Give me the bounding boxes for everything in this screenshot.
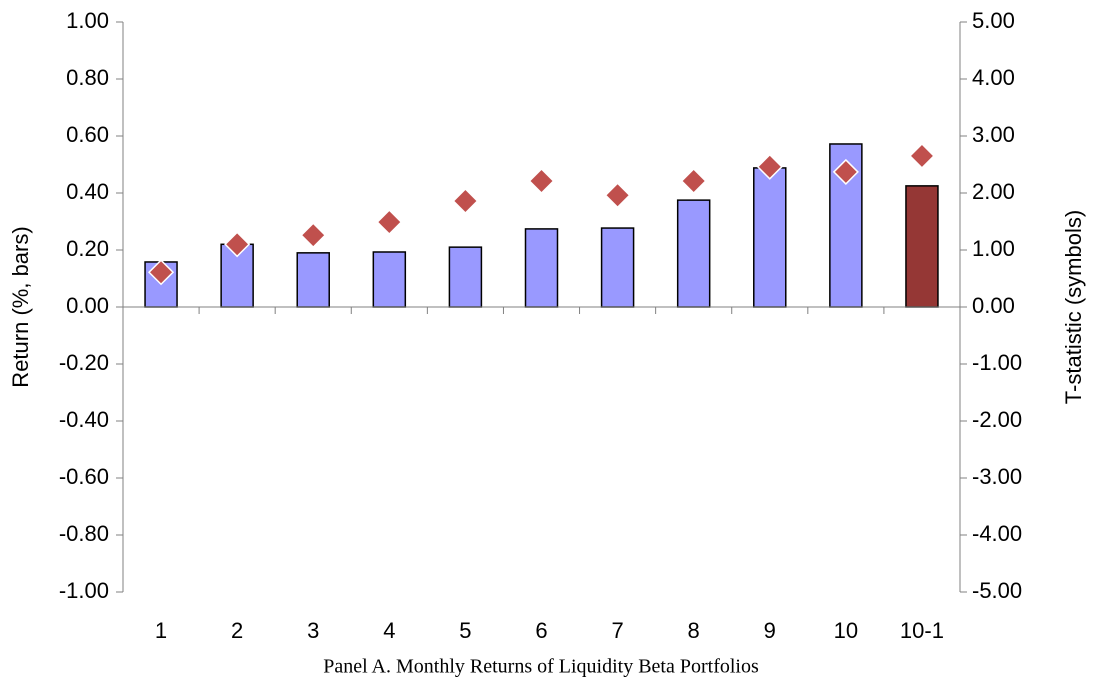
bar [905,185,939,308]
y2-tick-label: 3.00 [972,122,1015,147]
x-tick-label: 1 [155,618,167,643]
y2-axis-label: T-statistic (symbols) [1061,210,1086,404]
x-tick-label: 9 [764,618,776,643]
diamond-marker [528,167,555,195]
diamond-marker [452,187,479,215]
y-tick-label: -0.40 [59,407,109,432]
y2-tick-label: 0.00 [972,293,1015,318]
y-tick-label: -0.80 [59,521,109,546]
y-axis-label: Return (%, bars) [8,226,33,387]
y-tick-label: -0.20 [59,350,109,375]
y-tick-label: 0.40 [66,179,109,204]
y-tick-label: -1.00 [59,578,109,603]
y2-tick-label: 4.00 [972,65,1015,90]
diamond-marker [604,182,631,209]
y2-tick-label: -1.00 [972,350,1022,375]
y2-tick-label: 5.00 [972,8,1015,33]
bar [296,252,330,308]
bar [676,199,711,308]
y2-tick-label: -2.00 [972,407,1022,432]
bar [524,228,559,308]
x-tick-label: 2 [231,618,243,643]
diamond-marker [376,209,403,236]
diamond-marker [147,259,175,286]
diamond-marker [832,158,859,185]
x-tick-label: 7 [611,618,623,643]
diamond-marker [756,153,783,180]
bar [448,246,483,308]
diamond-marker [224,231,251,258]
x-tick-label: 10 [834,618,858,643]
y2-tick-label: -3.00 [972,464,1022,489]
diamond-marker [680,167,707,195]
y-tick-label: 1.00 [66,8,109,33]
x-tick-label: 5 [459,618,471,643]
x-tick-label: 8 [688,618,700,643]
diamond-marker [908,142,936,170]
y-tick-label: 0.20 [66,236,109,261]
bar [372,251,407,308]
bar [600,227,635,308]
y2-tick-label: 2.00 [972,179,1015,204]
y2-tick-label: -5.00 [972,578,1022,603]
y-tick-label: 0.80 [66,65,109,90]
x-tick-label: 4 [383,618,395,643]
y-tick-label: 0.60 [66,122,109,147]
y2-tick-label: -4.00 [972,521,1022,546]
bar [753,167,787,308]
chart-title: Panel A. Monthly Returns of Liquidity Be… [323,656,759,678]
y2-tick-label: 1.00 [972,236,1015,261]
x-tick-label: 3 [307,618,319,643]
diamond-marker [300,222,327,249]
y-tick-label: 0.00 [66,293,109,318]
x-tick-label: 10-1 [900,618,944,643]
x-tick-label: 6 [535,618,547,643]
y-tick-label: -0.60 [59,464,109,489]
